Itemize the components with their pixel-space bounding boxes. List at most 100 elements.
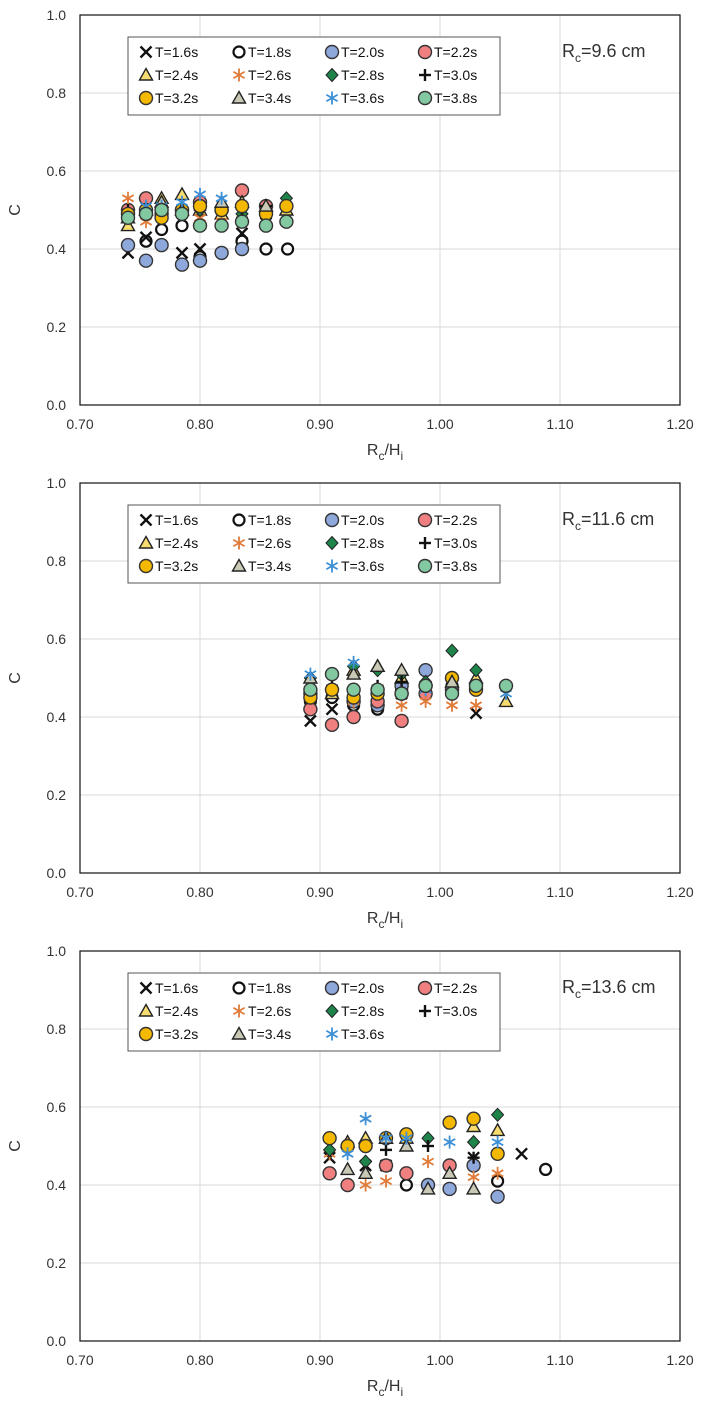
data-point (467, 1151, 480, 1164)
data-point (192, 198, 208, 214)
y-tick-label: 0.8 (47, 85, 67, 101)
x-axis-label: Rc/Hi (367, 910, 403, 931)
legend-marker (139, 513, 153, 527)
data-point (393, 662, 410, 676)
data-point (469, 706, 483, 720)
data-point (357, 1165, 374, 1180)
y-tick-label: 0.4 (47, 241, 67, 257)
legend-entry: T=2.2s (417, 980, 477, 996)
data-point (538, 1162, 553, 1176)
data-point (469, 662, 483, 678)
data-point (322, 1142, 337, 1158)
data-point (138, 253, 154, 268)
chart-panel-rc-9-6: 0.70 0.80 0.90 1.00 1.10 1.20 0.0 0.2 0.4 0.6 0.8 1… (0, 0, 704, 468)
legend-label: T=1.8s (248, 512, 291, 528)
legend-marker (232, 536, 246, 550)
legend-label: T=3.0s (434, 535, 477, 551)
legend-label: T=3.6s (341, 1026, 384, 1042)
data-point (498, 678, 514, 694)
data-point (358, 1138, 373, 1154)
legend: T=1.6s T=1.8s T=2.0s T=2.2s T=2.4s T=2.6s T=2.… (127, 504, 501, 584)
data-point (139, 234, 153, 248)
x-tick-label: 0.90 (306, 1352, 333, 1368)
legend-label: T=3.2s (155, 558, 198, 574)
data-point (258, 218, 274, 233)
data-point (120, 210, 136, 226)
data-point (445, 698, 459, 712)
legend-label: T=2.4s (155, 1003, 198, 1019)
legend-marker (417, 90, 433, 106)
data-point (120, 237, 136, 253)
data-point (258, 198, 274, 212)
legend-label: T=3.6s (341, 558, 384, 574)
legend-entry: T=2.2s (417, 44, 477, 60)
legend-label: T=3.0s (434, 1003, 477, 1019)
chart-panel-rc-13-6: 0.70 0.80 0.90 1.00 1.10 1.20 0.0 0.2 0.4 0.6 0.8 1… (0, 936, 704, 1404)
data-point (466, 1134, 481, 1150)
data-point (489, 1122, 506, 1137)
data-point (322, 1130, 337, 1146)
plot-area-border (79, 950, 681, 1342)
data-point (139, 230, 153, 244)
legend-marker (138, 1003, 154, 1017)
legend-marker (138, 558, 154, 574)
x-tick-label: 0.90 (306, 884, 333, 900)
legend-entry: T=1.6s (139, 980, 198, 996)
legend-entry: T=3.2s (138, 1026, 198, 1042)
data-point (419, 694, 432, 708)
y-axis-label: C (7, 672, 24, 684)
legend-label: T=3.8s (434, 90, 477, 106)
legend-marker (417, 44, 433, 60)
series-T=2.2s (322, 1158, 457, 1193)
data-point (394, 713, 409, 729)
x-tick-label: 1.00 (426, 1352, 453, 1368)
legend-label: T=2.4s (155, 535, 198, 551)
legend-entry: T=2.8s (325, 67, 384, 83)
legend-marker (232, 981, 246, 995)
data-point (422, 1140, 434, 1152)
data-point (465, 1180, 482, 1195)
data-point (421, 1155, 435, 1169)
series-T=2.0s (420, 1158, 505, 1204)
legend-entry: T=2.4s (138, 67, 198, 83)
data-point (370, 682, 385, 697)
data-point (418, 678, 433, 694)
data-point (322, 1166, 337, 1181)
y-tick-label: 0.6 (47, 1099, 67, 1115)
legend-entry: T=3.2s (138, 558, 198, 574)
y-tick-label: 0.0 (47, 1333, 67, 1349)
data-point (121, 191, 135, 205)
data-point (304, 667, 317, 681)
data-point (359, 1112, 372, 1126)
data-point (174, 257, 190, 272)
y-tick-label: 1.0 (47, 943, 67, 959)
legend-box (127, 36, 501, 116)
data-point (154, 237, 169, 253)
legend-marker (139, 981, 153, 995)
legend-marker (231, 90, 247, 104)
legend-entry: T=1.6s (139, 512, 198, 528)
x-tick-label: 0.70 (66, 416, 93, 432)
data-point (175, 246, 189, 260)
y-axis-label: C (7, 204, 24, 216)
y-tick-label: 0.2 (47, 319, 67, 335)
series-T=3.8s (303, 666, 514, 701)
legend-label: T=3.0s (434, 67, 477, 83)
legend-entry: T=3.4s (231, 90, 291, 106)
legend-entry: T=3.4s (231, 1026, 291, 1042)
x-tick-label: 0.70 (66, 1352, 93, 1368)
data-point (346, 709, 361, 725)
legend-entry: T=2.4s (138, 535, 198, 551)
data-point (378, 1158, 394, 1173)
series-T=3.4s (302, 658, 460, 688)
x-axis-label: Rc/Hi (367, 442, 403, 463)
y-tick-label: 1.0 (47, 7, 67, 23)
legend-entry: T=2.6s (232, 67, 291, 83)
x-tick-label: 0.80 (186, 1352, 213, 1368)
legend-entry: T=2.0s (324, 512, 384, 528)
legend: T=1.6s T=1.8s T=2.0s T=2.2s T=2.4s T=2.6s T=2.… (127, 972, 501, 1052)
x-axis-label: Rc/Hi (367, 1378, 403, 1399)
data-point (175, 219, 189, 233)
legend-label: T=3.2s (155, 90, 198, 106)
legend-entry: T=3.6s (325, 558, 384, 574)
